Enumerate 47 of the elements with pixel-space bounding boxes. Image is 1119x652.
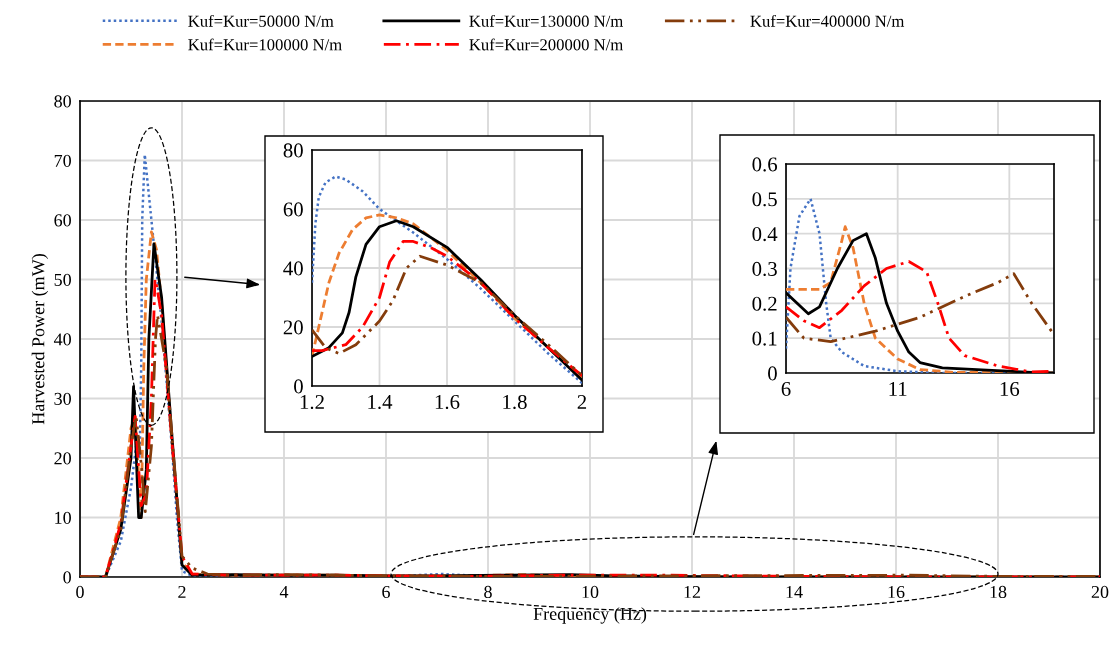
legend-label: Kuf=Kur=130000 N/m: [469, 14, 624, 27]
line-series: [786, 272, 1054, 344]
x-tick-label: 10: [582, 585, 599, 599]
x-tick-label: 6: [781, 381, 791, 396]
x-tick-label: 12: [684, 585, 701, 598]
x-tick-label: 14: [786, 585, 803, 598]
y-tick-label: 0.4: [752, 227, 778, 242]
x-tick-label: 16: [1000, 381, 1020, 396]
y-tick-label: 60: [54, 214, 71, 227]
x-tick-label: 11: [889, 382, 907, 396]
x-axis-title: Frequency (Hz): [533, 607, 647, 624]
x-tick-label: 20: [1091, 585, 1109, 599]
y-axis-title: Harvested Power (mW): [31, 254, 49, 425]
y-tick-label: 0.5: [752, 192, 777, 207]
y-tick-label: 10: [55, 511, 71, 524]
legend-label: Kuf=Kur=100000 N/m: [188, 38, 342, 51]
x-tick-label: 1.2: [300, 394, 324, 410]
y-tick-label: 20: [283, 320, 303, 335]
x-tick-label: 1.6: [435, 394, 460, 410]
x-tick-label: 16: [888, 585, 905, 599]
y-tick-label: 50: [54, 273, 71, 286]
x-tick-label: 8: [484, 585, 492, 599]
y-tick-label: 40: [283, 261, 303, 276]
legend-label: Kuf=Kur=200000 N/m: [469, 38, 624, 51]
x-tick-label: 1.8: [503, 394, 527, 410]
y-tick-label: 0.1: [752, 331, 777, 346]
y-tick-label: 30: [54, 392, 71, 405]
y-tick-label: 0.2: [752, 296, 777, 311]
x-tick-label: 2: [577, 394, 587, 409]
y-tick-label: 0.3: [752, 261, 777, 277]
y-tick-label: 0: [63, 571, 71, 584]
x-tick-label: 2: [178, 585, 186, 598]
y-tick-label: 70: [54, 154, 71, 167]
y-tick-label: 0.6: [752, 157, 778, 172]
y-tick-label: 0: [768, 366, 777, 381]
x-tick-label: 0: [76, 585, 84, 599]
y-tick-label: 40: [53, 333, 71, 346]
legend-label: Kuf=Kur=50000 N/m: [188, 14, 334, 27]
y-tick-label: 80: [54, 95, 71, 108]
y-tick-label: 80: [283, 143, 303, 158]
legend-label: Kuf=Kur=400000 N/m: [750, 14, 905, 27]
x-tick-label: 1.4: [368, 395, 393, 410]
x-tick-label: 18: [990, 585, 1007, 599]
y-tick-label: 20: [54, 452, 71, 465]
y-tick-label: 60: [283, 202, 303, 217]
x-tick-label: 6: [382, 585, 390, 599]
x-tick-label: 4: [279, 585, 289, 598]
